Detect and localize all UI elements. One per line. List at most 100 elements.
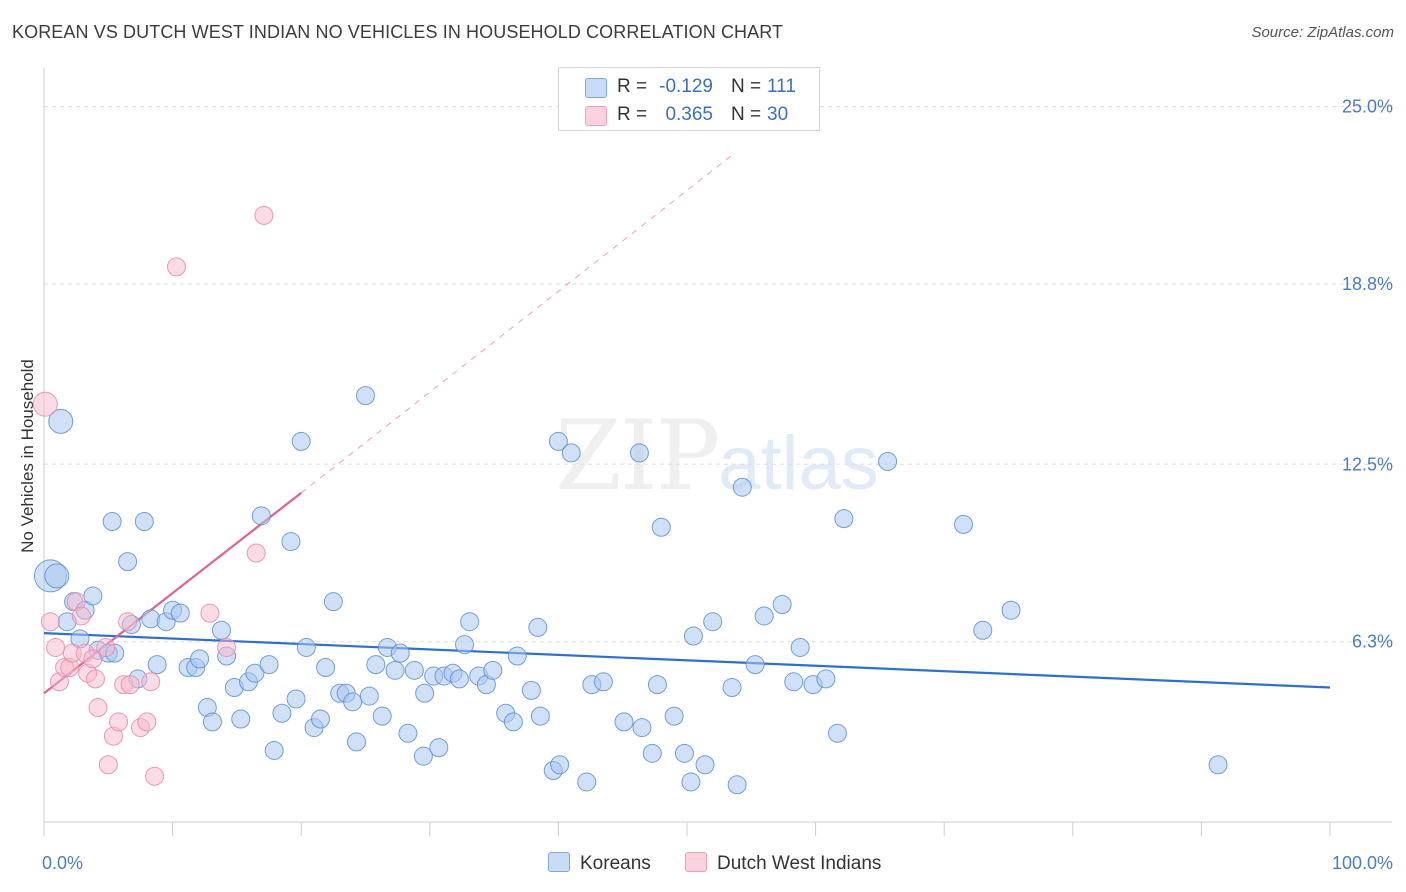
korean-point — [577, 772, 597, 792]
grid-lines — [44, 106, 1392, 643]
legend-r-value: 0.365 — [665, 104, 713, 125]
dutch-point — [145, 766, 165, 786]
korean-point — [727, 775, 747, 795]
korean-point — [683, 626, 703, 646]
dutch-trend-extension — [300, 154, 733, 494]
korean-point — [784, 672, 804, 692]
korean-point — [953, 514, 973, 534]
legend-row-koreans: R = -0.129 N = 111 — [559, 74, 819, 102]
y-tick-label: 25.0% — [1342, 97, 1393, 117]
koreans-legend-label: Koreans — [580, 853, 651, 874]
dutch-point — [120, 675, 140, 695]
korean-point — [102, 512, 122, 532]
korean-point — [745, 655, 765, 675]
dutch-point — [246, 543, 266, 563]
dutch-point — [85, 669, 105, 689]
dutch-point — [71, 606, 91, 626]
korean-point — [548, 431, 568, 451]
korean-point — [681, 772, 701, 792]
dutch-point — [98, 755, 118, 775]
korean-point — [296, 637, 316, 657]
korean-point — [632, 718, 652, 738]
korean-point — [703, 612, 723, 632]
korean-point — [245, 663, 265, 683]
korean-point — [272, 703, 292, 723]
korean-point — [674, 743, 694, 763]
korean-point — [429, 738, 449, 758]
dutch-point — [118, 612, 138, 632]
korean-point — [878, 451, 898, 471]
x-tick-label: 0.0% — [42, 853, 83, 873]
korean-point — [528, 617, 548, 637]
korean-point — [629, 443, 649, 463]
korean-point — [834, 509, 854, 529]
legend-r-label: R = — [617, 76, 648, 97]
dutch-point — [46, 637, 66, 657]
legend-item-dutch: Dutch West Indians — [685, 852, 881, 875]
korean-point — [455, 635, 475, 655]
dutch-point — [109, 712, 129, 732]
korean-point — [251, 506, 271, 526]
dutch-point — [254, 205, 274, 225]
korean-point — [647, 675, 667, 695]
dutch-swatch — [585, 106, 607, 126]
korean-point — [530, 706, 550, 726]
korean-point — [550, 755, 570, 775]
dutch-point — [83, 649, 103, 669]
korean-point — [48, 408, 74, 434]
korean-point — [503, 712, 523, 732]
korean-point — [170, 603, 190, 623]
korean-point — [346, 732, 366, 752]
dutch-legend-swatch — [685, 852, 707, 872]
dutch-point — [32, 391, 58, 417]
koreans-trend-line — [43, 632, 1331, 689]
correlation-legend: R = -0.129 N = 111 R = 0.365 N = 30 — [558, 67, 820, 131]
korean-point — [651, 517, 671, 537]
korean-point — [259, 655, 279, 675]
korean-point — [413, 746, 433, 766]
legend-row-dutch: R = 0.365 N = 30 — [559, 102, 819, 130]
korean-point — [593, 672, 613, 692]
korean-point — [385, 660, 405, 680]
korean-point — [83, 586, 103, 606]
korean-point — [147, 655, 167, 675]
korean-point — [1001, 600, 1021, 620]
korean-point — [286, 689, 306, 709]
korean-point — [1208, 755, 1228, 775]
y-tick-label: 12.5% — [1342, 454, 1393, 474]
y-tick-label: 18.8% — [1342, 274, 1393, 294]
legend-n-value: 30 — [767, 104, 789, 125]
korean-point — [460, 612, 480, 632]
korean-point — [507, 646, 527, 666]
tick-labels: 6.3% 12.5% 18.8% 25.0% 0.0% 100.0% — [42, 97, 1393, 873]
legend-r-label: R = — [617, 104, 648, 125]
legend-n-label: N = — [731, 104, 762, 125]
legend-r-value: -0.129 — [659, 76, 713, 97]
korean-point — [664, 706, 684, 726]
korean-point — [343, 692, 363, 712]
korean-point — [134, 512, 154, 532]
korean-point — [521, 680, 541, 700]
source-label: Source: ZipAtlas.com — [1251, 24, 1394, 41]
korean-point — [356, 386, 375, 406]
korean-point — [561, 443, 581, 463]
korean-point — [816, 669, 836, 689]
korean-point — [404, 660, 424, 680]
korean-point — [754, 606, 774, 626]
dutch-point — [88, 698, 108, 718]
korean-point — [310, 709, 330, 729]
korean-point — [359, 686, 379, 706]
korean-point — [398, 723, 418, 743]
koreans-legend-swatch — [548, 852, 570, 872]
korean-point — [291, 431, 311, 451]
korean-point — [973, 620, 993, 640]
korean-point — [372, 706, 392, 726]
korean-point — [231, 709, 251, 729]
korean-point — [190, 649, 210, 669]
korean-point — [390, 643, 410, 663]
dutch-point — [137, 712, 157, 732]
korean-point — [316, 657, 336, 677]
y-tick-label: 6.3% — [1352, 632, 1393, 652]
korean-point — [827, 723, 847, 743]
